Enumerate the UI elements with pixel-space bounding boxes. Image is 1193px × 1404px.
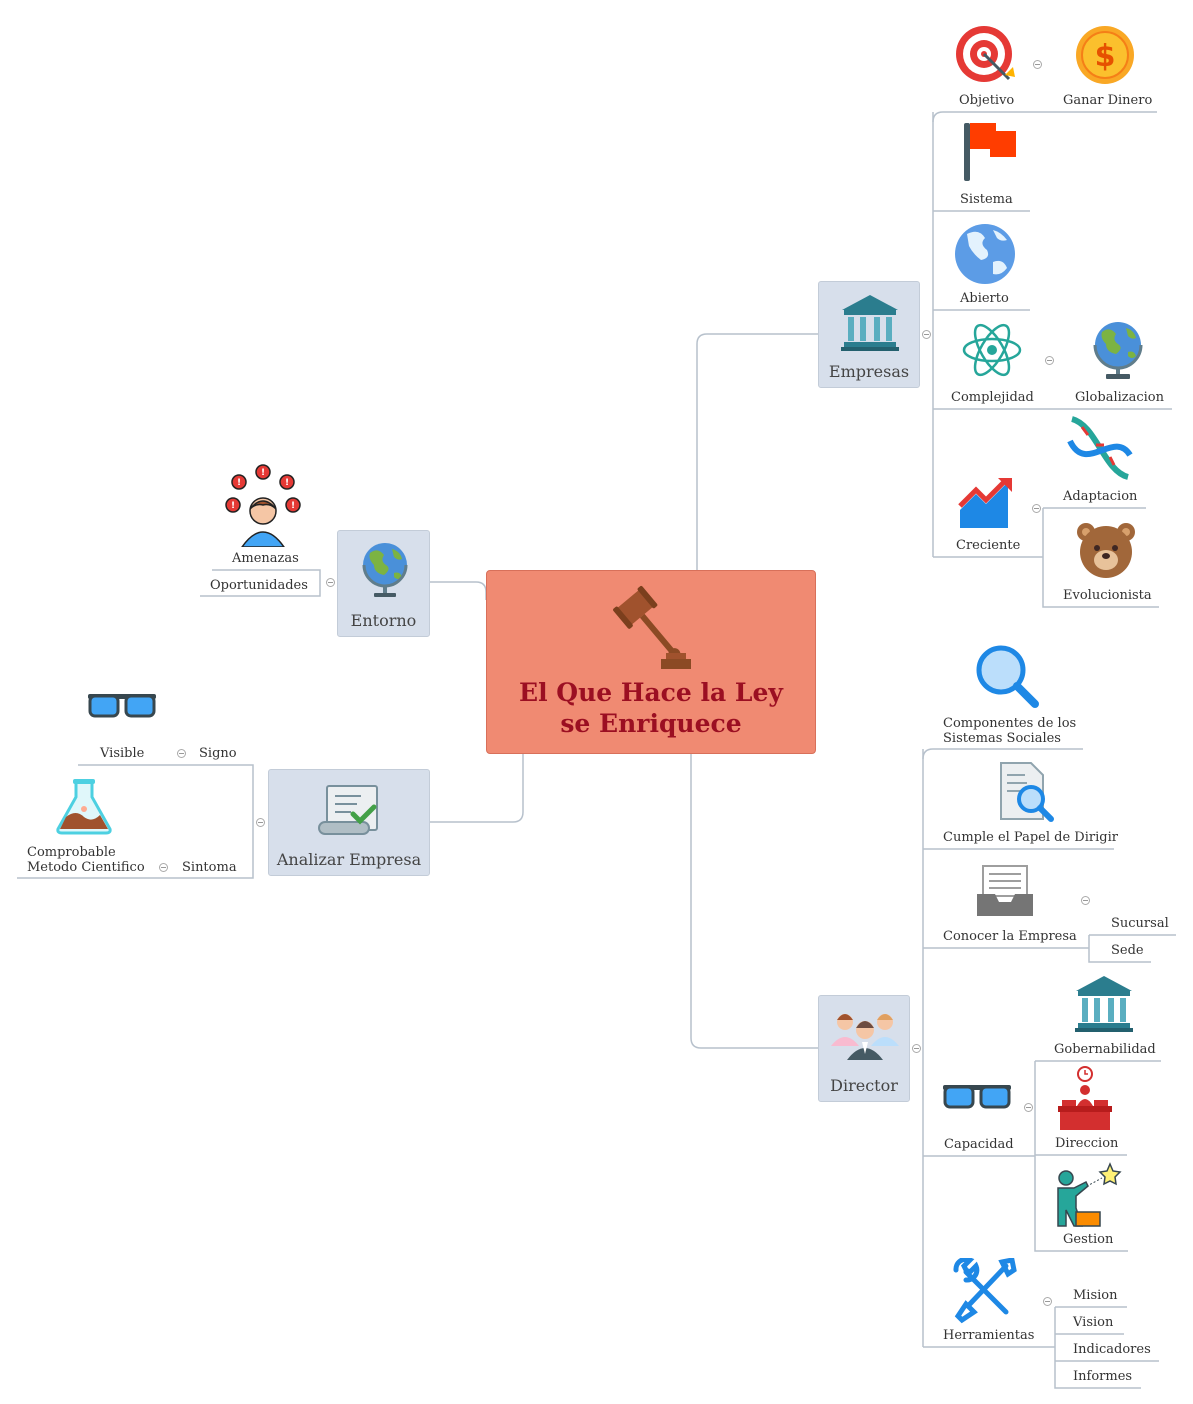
bank-building-icon [1075,976,1133,1032]
magnifier-icon [976,645,1039,708]
collapse-toggle[interactable] [177,749,186,758]
svg-text:!: ! [237,478,241,488]
dollar-coin-icon: $ [1076,26,1134,84]
svg-text:$: $ [1095,39,1116,74]
label-sucursal: Sucursal [1111,916,1169,931]
label-gobernabilidad: Gobernabilidad [1054,1042,1156,1057]
collapse-toggle[interactable] [912,1044,921,1053]
document-search-icon [1000,762,1054,822]
atom-icon [962,323,1022,377]
topic-director[interactable]: Director [818,995,910,1102]
office-desk-icon [1058,1066,1112,1130]
label-capacidad: Capacidad [944,1137,1014,1152]
topic-analizar-empresa[interactable]: Analizar Empresa [268,769,430,876]
glasses-icon [88,694,156,718]
central-title: El Que Hace la Ley se Enriquece [519,678,783,738]
label-herramientas: Herramientas [943,1328,1035,1343]
label-objetivo: Objetivo [959,93,1015,108]
collapse-toggle[interactable] [159,863,168,872]
inbox-tray-icon [977,865,1033,916]
label-mision: Mision [1073,1288,1118,1303]
svg-text:!: ! [261,468,265,478]
document-check-icon [318,785,378,835]
topic-entorno[interactable]: Entorno [337,530,430,637]
collapse-toggle[interactable] [1081,896,1090,905]
label-informes: Informes [1073,1369,1133,1384]
label-cumple-papel: Cumple el Papel de Dirigir [943,830,1118,845]
bear-icon [1077,523,1135,578]
dna-icon [1067,416,1133,480]
topic-label: Entorno [350,611,417,630]
label-adaptacion: Adaptacion [1063,489,1138,504]
target-icon [956,26,1015,82]
label-complejidad: Complejidad [951,390,1034,405]
flask-icon [56,779,112,835]
collapse-toggle[interactable] [1043,1297,1052,1306]
earth-globe-icon [955,224,1015,284]
leader-pointing-star-icon [1057,1162,1122,1227]
label-metodo-cientifico: Metodo Cientifico [27,860,145,875]
label-abierto: Abierto [960,291,1009,306]
svg-text:!: ! [231,501,235,511]
label-sede: Sede [1111,943,1144,958]
team-people-icon [831,1014,899,1060]
collapse-toggle[interactable] [922,330,931,339]
label-indicadores: Indicadores [1073,1342,1151,1357]
bank-building-icon [841,295,899,351]
topic-label: Director [830,1076,898,1095]
collapse-toggle[interactable] [326,578,335,587]
topic-label: Empresas [828,362,910,381]
globe-icon [362,543,408,597]
label-gestion: Gestion [1063,1232,1114,1247]
label-globalizacion: Globalizacion [1075,390,1164,405]
label-sistemas-sociales: Sistemas Sociales [943,731,1061,746]
label-sistema: Sistema [960,192,1013,207]
topic-empresas[interactable]: Empresas [818,281,920,388]
collapse-toggle[interactable] [1045,356,1054,365]
glasses-icon [943,1085,1011,1109]
label-conocer-empresa: Conocer la Empresa [943,929,1077,944]
tools-wrench-screwdriver-icon [953,1258,1017,1324]
collapse-toggle[interactable] [1032,504,1041,513]
label-creciente: Creciente [956,538,1021,553]
svg-text:!: ! [285,478,289,488]
label-oportunidades: Oportunidades [210,578,308,593]
flag-icon [964,123,1016,181]
label-sintoma: Sintoma [182,860,237,875]
collapse-toggle[interactable] [1033,60,1042,69]
collapse-toggle[interactable] [1024,1103,1033,1112]
gavel-icon [613,586,691,669]
svg-text:!: ! [291,501,295,511]
collapse-toggle[interactable] [256,818,265,827]
label-comprobable: Comprobable [27,845,116,860]
label-direccion: Direccion [1055,1136,1119,1151]
label-vision: Vision [1073,1315,1114,1330]
worried-person-icon: !!!!! [225,464,301,547]
label-signo: Signo [199,746,237,761]
growth-chart-icon [958,478,1012,528]
label-amenazas: Amenazas [232,551,299,566]
topic-label: Analizar Empresa [276,850,422,869]
label-visible: Visible [100,746,145,761]
label-componentes: Componentes de los [943,716,1077,731]
globe-icon [1093,322,1143,379]
central-topic[interactable]: El Que Hace la Ley se Enriquece [486,570,816,754]
label-ganar-dinero: Ganar Dinero [1063,93,1153,108]
label-evolucionista: Evolucionista [1063,588,1152,603]
